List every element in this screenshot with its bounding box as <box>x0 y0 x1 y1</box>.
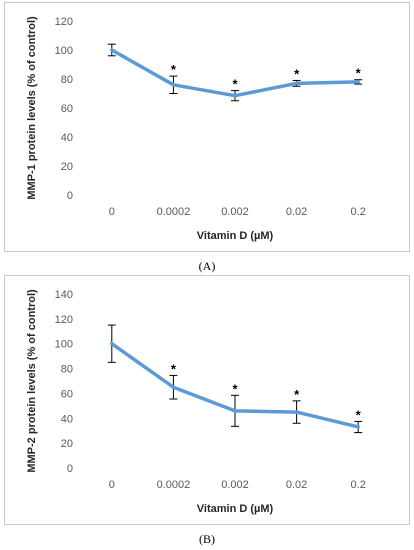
chart-a-significance-marker: * <box>294 66 300 81</box>
chart-a-y-tick-label: 20 <box>61 161 73 173</box>
chart-b-y-tick-label: 0 <box>67 463 73 475</box>
chart-b-x-tick-label: 0.002 <box>221 479 249 491</box>
chart-a-y-tick-label: 120 <box>55 16 73 28</box>
chart-a-y-axis-title: MMP-1 protein levels (% of control) <box>26 16 38 200</box>
chart-b-y-tick-label: 120 <box>55 314 73 326</box>
chart-panel-a: 0 20 40 60 80 100 120 0 0.0002 0.002 0.02 0.2 Vitami… <box>4 2 410 252</box>
chart-a-x-tick-label: 0 <box>109 206 115 218</box>
chart-a-y-tick-label: 100 <box>55 45 73 57</box>
chart-b-x-tick-label: 0.02 <box>286 479 307 491</box>
chart-b-y-tick-label: 20 <box>61 438 73 450</box>
chart-a-x-tick-label: 0.0002 <box>157 206 191 218</box>
chart-b-y-tick-label: 80 <box>61 364 73 376</box>
chart-b-x-tick-label: 0 <box>109 479 115 491</box>
chart-b-y-tick-label: 140 <box>55 289 73 301</box>
chart-b-y-tick-label: 40 <box>61 413 73 425</box>
chart-a-y-tick-label: 80 <box>61 74 73 86</box>
chart-a-x-axis-title: Vitamin D (µM) <box>197 230 274 242</box>
chart-a-significance-marker: * <box>356 66 362 81</box>
chart-b-significance-marker: * <box>294 387 300 402</box>
chart-b-significance-marker: * <box>232 381 238 396</box>
chart-a-y-tick-label: 40 <box>61 132 73 144</box>
panel-caption-b: (B) <box>199 532 215 546</box>
chart-a-x-tick-label: 0.002 <box>221 206 249 218</box>
chart-b-series-line <box>110 341 360 429</box>
chart-b-significance-marker: * <box>171 361 177 376</box>
chart-b-x-tick-label: 0.2 <box>351 479 366 491</box>
chart-a-y-tick-label: 60 <box>61 103 73 115</box>
chart-b-svg: 0 20 40 60 80 100 120 140 0 0.0002 0.002 0.02 0.2 Vit… <box>26 289 366 515</box>
chart-a-x-tick-label: 0.02 <box>286 206 307 218</box>
chart-a-significance-marker: * <box>232 77 238 92</box>
chart-b-significance-marker: * <box>356 407 362 422</box>
chart-a-x-tick-label: 0.2 <box>351 206 366 218</box>
chart-b-x-axis-title: Vitamin D (µM) <box>197 503 274 515</box>
chart-b-x-tick-label: 0.0002 <box>157 479 191 491</box>
chart-a-svg: 0 20 40 60 80 100 120 0 0.0002 0.002 0.02 0.2 Vitami… <box>26 16 366 242</box>
chart-panel-b: 0 20 40 60 80 100 120 140 0 0.0002 0.002 0.02 0.2 Vit… <box>4 275 410 525</box>
chart-a-series-line <box>110 48 360 98</box>
chart-b-y-axis-title: MMP-2 protein levels (% of control) <box>26 289 38 473</box>
chart-a-y-tick-label: 0 <box>67 190 73 202</box>
chart-b-y-tick-label: 60 <box>61 388 73 400</box>
chart-a-significance-marker: * <box>171 62 177 77</box>
chart-b-y-tick-label: 100 <box>55 339 73 351</box>
panel-caption-a: (A) <box>198 259 216 273</box>
